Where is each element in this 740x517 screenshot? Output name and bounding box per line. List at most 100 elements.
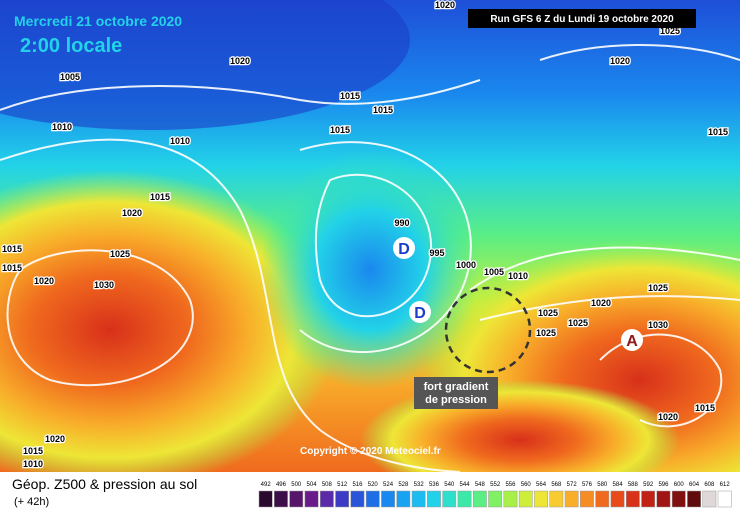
isobar-label: 1025 — [110, 249, 130, 259]
isobar-label: 1015 — [330, 125, 350, 135]
forecast-date: Mercredi 21 octobre 2020 — [14, 13, 182, 29]
scale-swatch — [381, 490, 395, 508]
isobar-label: 1025 — [568, 318, 588, 328]
scale-label: 544 — [460, 482, 471, 488]
isobar-label: 1015 — [150, 192, 170, 202]
scale-swatch — [488, 490, 503, 508]
isobar-label: 1020 — [591, 298, 611, 308]
scale-swatch — [411, 490, 426, 508]
scale-label: 532 — [414, 482, 425, 488]
scale-label: 500 — [291, 482, 302, 488]
scale-label: 492 — [261, 482, 272, 488]
isobar-label: 1015 — [340, 91, 360, 101]
scale-swatch — [702, 490, 717, 508]
scale-swatch — [350, 490, 365, 508]
scale-label: 568 — [551, 482, 562, 488]
scale-label: 580 — [597, 482, 608, 488]
isobar-label: 1020 — [45, 434, 65, 444]
scale-label: 540 — [444, 482, 455, 488]
scale-label: 504 — [307, 482, 318, 488]
scale-swatch — [457, 490, 472, 508]
isobar-label: 1005 — [484, 267, 504, 277]
annotation-text: de pression — [425, 394, 487, 406]
isobar-label: 1015 — [2, 263, 22, 273]
scale-swatch — [274, 490, 288, 508]
scale-swatch — [289, 490, 304, 508]
isobar-label: 1020 — [34, 276, 54, 286]
scale-label: 608 — [704, 482, 715, 488]
scale-label: 548 — [475, 482, 486, 488]
isobar-label: 995 — [429, 248, 444, 258]
pressure-center — [409, 301, 431, 323]
isobar-label: 1015 — [373, 105, 393, 115]
scale-swatch — [580, 490, 594, 508]
scale-swatch — [335, 490, 350, 508]
isobar-label: 1000 — [456, 260, 476, 270]
scale-label: 512 — [337, 482, 348, 488]
scale-swatch — [472, 490, 487, 508]
annotation-box — [414, 377, 498, 409]
isobar-label: 1025 — [538, 308, 558, 318]
isobar-label: 1020 — [658, 412, 678, 422]
scale-label: 560 — [521, 482, 532, 488]
isobar-label: 1020 — [122, 208, 142, 218]
isobar-label: 1005 — [60, 72, 80, 82]
scale-swatch — [365, 490, 380, 508]
cold-field — [0, 0, 410, 130]
scale-label: 516 — [352, 482, 363, 488]
legend-title: Géop. Z500 & pression au sol — [12, 476, 197, 492]
isobar-label: 990 — [394, 218, 409, 228]
scale-label: 564 — [536, 482, 547, 488]
scale-label: 536 — [429, 482, 440, 488]
low-pressure-field — [260, 150, 480, 390]
scale-swatch — [641, 490, 656, 508]
isobar-label: 1020 — [435, 0, 455, 10]
scale-label: 576 — [582, 482, 593, 488]
isobar-label: 1010 — [52, 122, 72, 132]
copyright: Copyright © 2020 Meteociel.fr — [300, 446, 441, 457]
scale-label: 496 — [276, 482, 287, 488]
scale-swatch — [717, 490, 732, 508]
scale-swatch — [304, 490, 319, 508]
isobar-label: 1025 — [648, 283, 668, 293]
scale-swatch — [518, 490, 533, 508]
isobar-label: 1010 — [23, 459, 43, 469]
scale-label: 596 — [658, 482, 669, 488]
isobar-label: 1015 — [23, 446, 43, 456]
scale-label: 604 — [689, 482, 700, 488]
scale-swatch — [656, 490, 671, 508]
scale-swatch — [610, 490, 625, 508]
pressure-center-label: D — [398, 241, 410, 258]
forecast-time: 2:00 locale — [20, 35, 122, 57]
isobars — [0, 44, 740, 473]
scale-label: 584 — [613, 482, 624, 488]
run-box — [468, 9, 696, 28]
scale-swatch — [564, 490, 579, 508]
scale-swatch — [396, 490, 411, 508]
scale-swatch — [503, 490, 518, 508]
annotation-text: fort gradient — [424, 381, 489, 393]
scale-label: 528 — [398, 482, 409, 488]
scale-label: 572 — [567, 482, 578, 488]
run-info: Run GFS 6 Z du Lundi 19 octobre 2020 — [490, 14, 674, 25]
scale-swatch — [687, 490, 701, 508]
scale-label: 552 — [490, 482, 501, 488]
scale-swatch — [442, 490, 457, 508]
scale-swatch — [549, 490, 564, 508]
scale-label: 520 — [368, 482, 379, 488]
lead-time: (+ 42h) — [14, 496, 49, 508]
pressure-center-label: A — [626, 333, 638, 350]
isobar-label: 1020 — [610, 56, 630, 66]
scale-label: 600 — [674, 482, 685, 488]
isobar-label: 1010 — [508, 271, 528, 281]
scale-swatch — [258, 490, 273, 508]
scale-swatch — [671, 490, 686, 508]
isobar-label: 1015 — [2, 244, 22, 254]
scale-swatch — [427, 490, 441, 508]
pressure-center — [621, 329, 643, 351]
isobar-label: 1030 — [94, 280, 114, 290]
isobar-label: 1030 — [648, 320, 668, 330]
isobar-label: 1015 — [708, 127, 728, 137]
scale-swatch — [595, 490, 610, 508]
